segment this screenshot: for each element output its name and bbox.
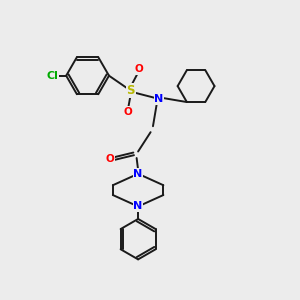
Text: O: O xyxy=(123,107,132,117)
Text: N: N xyxy=(154,94,164,104)
Text: N: N xyxy=(134,202,143,212)
Text: Cl: Cl xyxy=(47,71,59,81)
Text: N: N xyxy=(134,169,143,179)
Text: S: S xyxy=(126,84,135,97)
Text: O: O xyxy=(106,154,114,164)
Text: O: O xyxy=(135,64,143,74)
